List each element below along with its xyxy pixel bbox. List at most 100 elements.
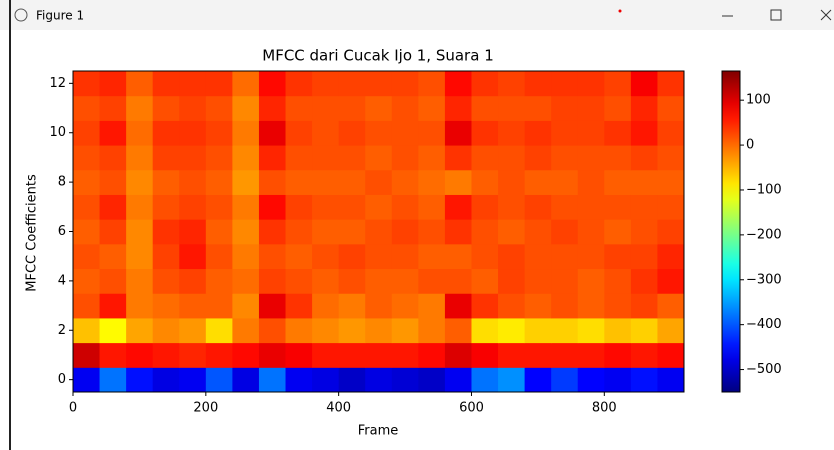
heatmap-cell (179, 342, 207, 368)
heatmap-cell (99, 219, 127, 245)
heatmap-cell (604, 342, 632, 368)
heatmap-cell (630, 317, 658, 344)
heatmap-cell (657, 145, 685, 171)
heatmap-cell (99, 169, 127, 195)
heatmap-cell (630, 268, 658, 294)
heatmap-cell (205, 169, 233, 195)
heatmap-cell (471, 95, 499, 121)
heatmap-cell (126, 243, 154, 270)
colorbar-tick-label: −300 (746, 272, 782, 287)
heatmap-cell (179, 145, 207, 171)
maximize-button[interactable] (770, 9, 782, 21)
heatmap-cell (73, 71, 101, 97)
heatmap-cell (471, 145, 499, 171)
heatmap-cell (285, 367, 313, 393)
heatmap-cell (312, 367, 340, 393)
heatmap-cell (577, 367, 605, 393)
heatmap-cell (657, 219, 685, 245)
heatmap-cell (205, 342, 233, 368)
heatmap-cell (152, 95, 180, 121)
x-tick-label: 0 (69, 401, 77, 416)
heatmap-cell (99, 268, 127, 294)
heatmap-cell (524, 95, 552, 121)
heatmap-cell (577, 219, 605, 245)
heatmap-cell (73, 219, 101, 245)
heatmap-cell (205, 71, 233, 97)
heatmap-cell (73, 293, 101, 319)
heatmap-cell (232, 268, 260, 294)
heatmap-cell (73, 120, 101, 146)
heatmap-cell (285, 243, 313, 270)
heatmap-cell (365, 169, 393, 195)
heatmap-cell (232, 194, 260, 220)
heatmap-cell (152, 194, 180, 220)
heatmap-cell (73, 95, 101, 121)
heatmap-cell (205, 194, 233, 220)
heatmap-cell (630, 342, 658, 368)
y-tick-label: 0 (58, 372, 66, 387)
heatmap-cell (232, 293, 260, 319)
heatmap-cell (285, 268, 313, 294)
heatmap-cell (498, 219, 526, 245)
heatmap-cell (152, 71, 180, 97)
heatmap-cell (391, 293, 419, 319)
heatmap-cell (551, 268, 579, 294)
heatmap-cell (630, 243, 658, 270)
heatmap-cell (205, 95, 233, 121)
heatmap-cell (179, 71, 207, 97)
heatmap-cell (205, 317, 233, 344)
heatmap-cell (391, 268, 419, 294)
heatmap-cell (232, 145, 260, 171)
heatmap-cell (444, 317, 472, 344)
heatmap-cell (444, 342, 472, 368)
heatmap-cell (232, 243, 260, 270)
heatmap-cell (126, 194, 154, 220)
x-tick-label: 800 (592, 401, 617, 416)
heatmap-cell (232, 95, 260, 121)
heatmap-cell (498, 268, 526, 294)
y-tick-label: 10 (49, 125, 66, 140)
heatmap-cell (604, 293, 632, 319)
heatmap-cell (285, 293, 313, 319)
heatmap-cell (630, 95, 658, 121)
heatmap-cell (551, 243, 579, 270)
heatmap-cell (577, 268, 605, 294)
heatmap-cell (312, 120, 340, 146)
heatmap-cell (365, 268, 393, 294)
heatmap-cell (179, 367, 207, 393)
heatmap-cell (99, 342, 127, 368)
heatmap-cell (285, 194, 313, 220)
heatmap-cell (471, 367, 499, 393)
heatmap-cell (444, 145, 472, 171)
heatmap-cell (551, 342, 579, 368)
heatmap-cell (498, 145, 526, 171)
heatmap-cell (285, 95, 313, 121)
heatmap-cell (657, 71, 685, 97)
heatmap-cell (205, 120, 233, 146)
heatmap-cell (471, 219, 499, 245)
heatmap-cell (444, 95, 472, 121)
heatmap-cell (657, 120, 685, 146)
close-button[interactable] (820, 9, 832, 21)
heatmap-cell (365, 219, 393, 245)
heatmap-cell (258, 268, 287, 294)
colorbar-tick-label: 0 (746, 138, 754, 153)
heatmap-cell (338, 293, 366, 319)
heatmap-cell (312, 342, 340, 368)
heatmap-cell (498, 120, 526, 146)
heatmap-cell (179, 219, 207, 245)
heatmap-cell (657, 293, 685, 319)
heatmap-cell (577, 317, 605, 344)
heatmap-cell (604, 194, 632, 220)
heatmap-cell (285, 342, 313, 368)
heatmap-cell (99, 120, 127, 146)
heatmap-cell (577, 342, 605, 368)
heatmap-cell (338, 169, 366, 195)
heatmap-cell (657, 243, 685, 270)
heatmap-cell (152, 243, 180, 270)
heatmap-cell (232, 169, 260, 195)
colorbar-tick-label: −200 (746, 227, 782, 242)
heatmap-cell (471, 293, 499, 319)
heatmap-cell (577, 95, 605, 121)
